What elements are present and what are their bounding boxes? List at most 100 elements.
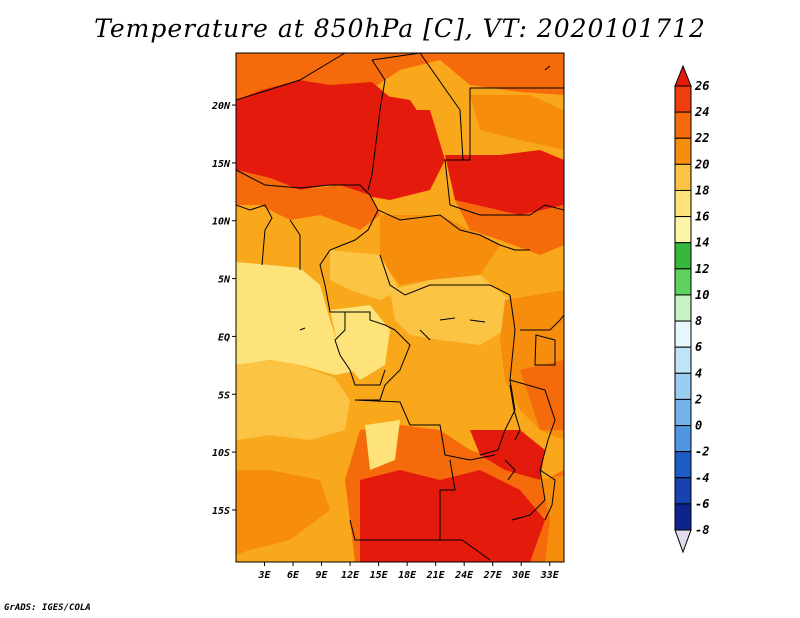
y-tick-label: 10N xyxy=(212,217,231,228)
x-tick-label: 15E xyxy=(370,570,389,581)
x-tick-label: 9E xyxy=(316,570,329,581)
boundary-fragments xyxy=(419,317,486,341)
boundary-libya-chad xyxy=(371,53,464,161)
y-tick-label: 5S xyxy=(218,390,230,401)
colorbar-segment xyxy=(674,189,692,218)
x-tick-label: 33E xyxy=(540,570,560,581)
country-boundaries xyxy=(236,53,564,561)
colorbar-label: 0 xyxy=(695,419,702,433)
field-sahel-band xyxy=(236,170,380,230)
x-tick-label: 21E xyxy=(426,570,446,581)
y-tick-label: 15N xyxy=(212,159,231,170)
colorbar-segment xyxy=(674,163,692,191)
boundary-car-drc xyxy=(379,254,511,296)
field-congo-basin-north xyxy=(390,275,510,345)
grads-credit: GrADS: IGES/COLA xyxy=(4,603,91,613)
colorbar-label: 14 xyxy=(695,236,709,250)
colorbar-bottom-arrow xyxy=(674,529,692,554)
colorbar-label: -6 xyxy=(695,497,709,511)
colorbar-label: 18 xyxy=(695,183,709,197)
y-tick-label: 20N xyxy=(211,101,231,112)
boundary-malawi xyxy=(539,469,556,521)
boundary-small-features xyxy=(299,65,551,331)
colorbar-segment xyxy=(674,85,692,113)
colorbar-label: 26 xyxy=(694,79,709,93)
field-south-atlantic-warm xyxy=(236,470,330,555)
colorbar-segment xyxy=(674,294,692,322)
colorbar-label: 22 xyxy=(694,131,709,145)
field-congo-basin-south xyxy=(385,340,500,420)
field-sahara-east xyxy=(370,95,440,175)
colorbar-segment xyxy=(674,268,692,296)
field-south-atlantic-north xyxy=(236,360,350,440)
colorbar-segment xyxy=(674,503,692,531)
field-mozambique xyxy=(540,475,564,562)
field-north-band xyxy=(236,53,564,100)
boundary-tanzania xyxy=(509,379,556,521)
colorbar-segment xyxy=(674,425,692,453)
field-south-sudan xyxy=(455,200,564,255)
boundary-uganda-kenya xyxy=(520,314,564,331)
map-frame xyxy=(235,52,565,563)
x-tick-label: 12E xyxy=(341,570,360,581)
boundary-cameroon-gabon xyxy=(324,284,396,331)
lake-tanganyika xyxy=(509,384,521,441)
y-tick-label: 15S xyxy=(212,506,230,517)
colorbar-segment xyxy=(674,216,692,244)
x-tick-label: 3E xyxy=(257,570,271,581)
field-west-africa xyxy=(236,205,330,268)
boundary-ghana xyxy=(289,219,301,270)
lake-mweru xyxy=(504,459,516,481)
map-axes: 3E 6E 9E 12E 15E 18E 21E 24E 27E 30E 33E 20N 15N 10N 5… xyxy=(211,101,560,581)
boundary-angola-zambia xyxy=(439,459,491,561)
field-guinea-gulf xyxy=(236,262,360,375)
boundary-angola-namibia xyxy=(349,519,462,541)
colorbar-segment xyxy=(674,111,692,139)
boundary-car-south-sudan xyxy=(377,209,530,251)
colorbar-label: 12 xyxy=(695,262,709,276)
map-title: Temperature at 850hPa [C], VT: 202010171… xyxy=(94,14,706,43)
field-zambia-north xyxy=(470,430,545,480)
boundary-congo-drc xyxy=(355,329,411,401)
colorbar-segment xyxy=(674,451,692,479)
boundary-niger-chad-west xyxy=(367,59,386,191)
x-tick-label: 6E xyxy=(287,570,300,581)
colorbar-label: 8 xyxy=(695,314,702,328)
field-angola-core xyxy=(360,470,545,562)
lake-victoria xyxy=(534,334,556,366)
colorbar-segment xyxy=(674,320,692,348)
field-angola-coast xyxy=(365,420,400,470)
y-tick-label: EQ xyxy=(218,332,230,343)
x-tick-label: 18E xyxy=(398,570,417,581)
boundary-drc-east xyxy=(479,294,516,456)
boundary-algeria-mali xyxy=(236,53,346,101)
boundary-nigeria-cameroon xyxy=(319,209,379,286)
colorbar-segment xyxy=(674,372,692,400)
boundary-egypt-sudan xyxy=(444,88,471,206)
y-tick-label: 10S xyxy=(212,448,230,459)
colorbar-segment xyxy=(674,398,692,427)
colorbar-segment xyxy=(674,137,692,165)
temperature-field xyxy=(236,53,564,562)
x-tick-label: 24E xyxy=(454,570,474,581)
colorbar-label: -2 xyxy=(695,445,709,459)
colorbar-label: 10 xyxy=(695,288,709,302)
field-sudan-core xyxy=(445,150,564,215)
colorbar-label: 2 xyxy=(694,392,702,406)
y-tick-label: 5N xyxy=(218,275,231,286)
colorbar-segment xyxy=(674,477,692,505)
colorbar-label: 4 xyxy=(695,366,702,380)
colorbar-top-arrow xyxy=(674,64,692,87)
colorbar-segment xyxy=(674,346,692,374)
field-egypt-plateau xyxy=(470,95,564,150)
boundary-sudan-south-sudan xyxy=(449,204,564,216)
colorbar-label: 24 xyxy=(694,105,709,119)
x-tick-label: 30E xyxy=(511,570,531,581)
boundary-gabon-congo xyxy=(334,312,386,386)
boundary-west-africa xyxy=(236,204,273,266)
colorbar-segment xyxy=(674,242,692,270)
colorbar-label: -8 xyxy=(695,523,709,537)
colorbar-label: -4 xyxy=(695,471,709,485)
